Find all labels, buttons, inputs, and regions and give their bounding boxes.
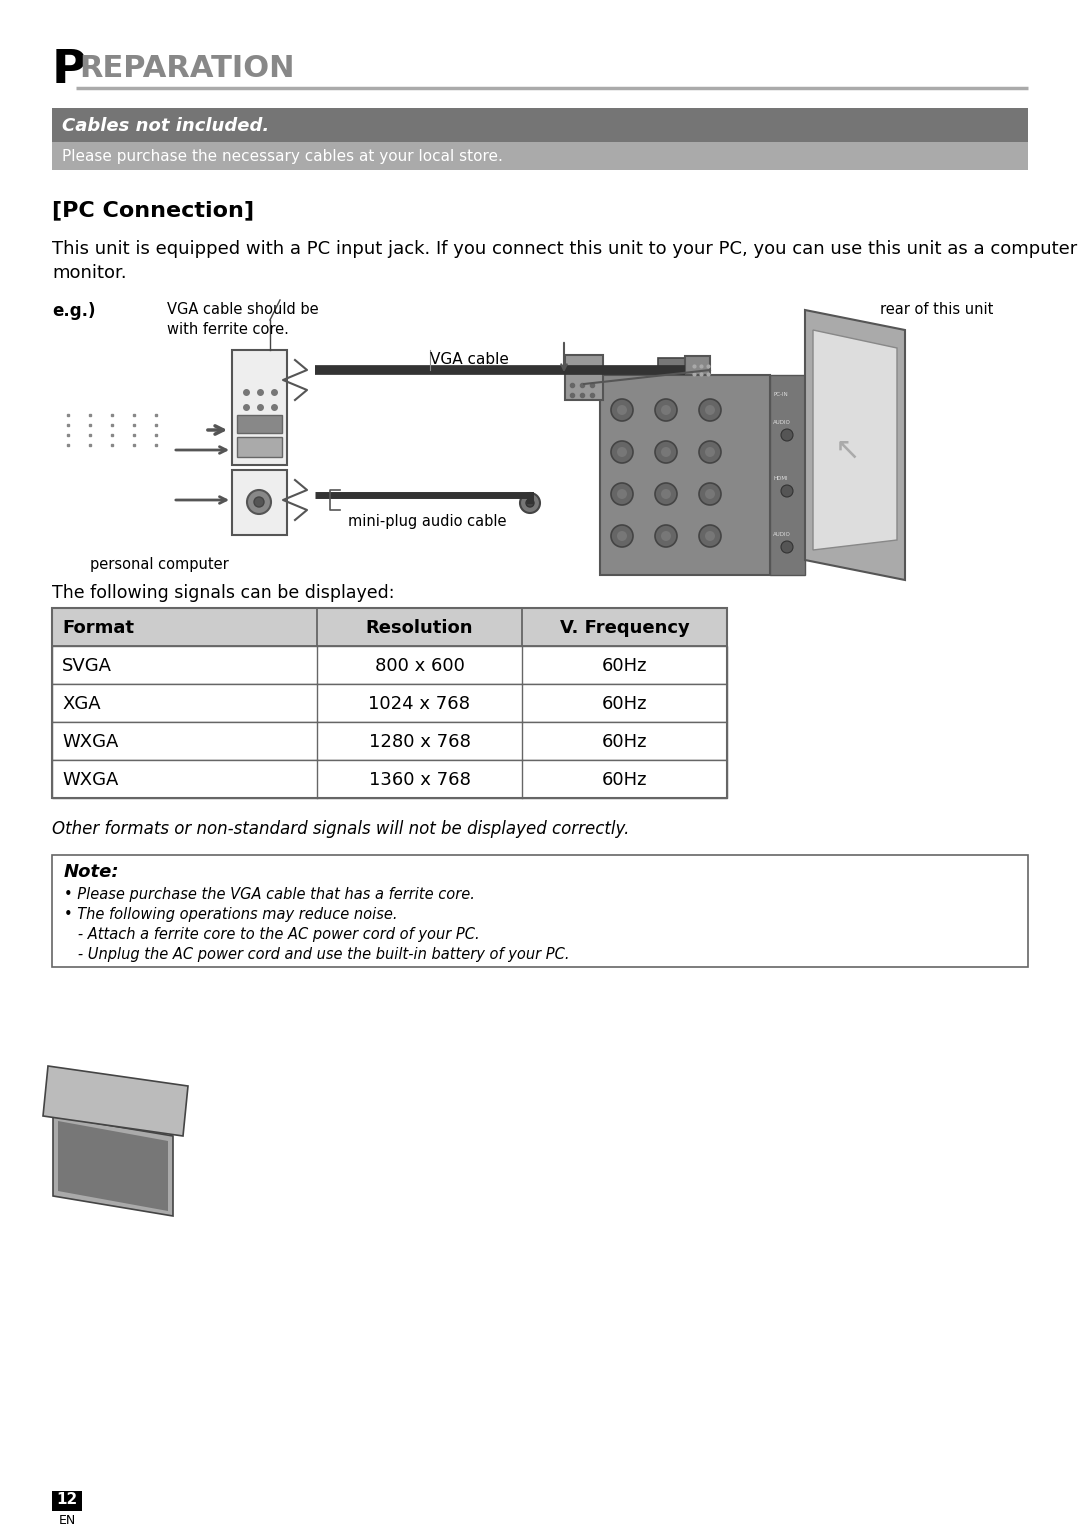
Polygon shape <box>805 310 905 580</box>
Text: The following signals can be displayed:: The following signals can be displayed: <box>52 584 394 601</box>
Text: VGA cable: VGA cable <box>430 353 509 366</box>
Bar <box>685 356 710 385</box>
Polygon shape <box>813 330 897 549</box>
Text: XGA: XGA <box>62 694 100 713</box>
Circle shape <box>781 485 793 497</box>
Text: - Attach a ferrite core to the AC power cord of your PC.: - Attach a ferrite core to the AC power … <box>64 926 480 942</box>
Circle shape <box>699 525 721 546</box>
Circle shape <box>781 542 793 552</box>
Text: This unit is equipped with a PC input jack. If you connect this unit to your PC,: This unit is equipped with a PC input ja… <box>52 240 1077 258</box>
Text: - Unplug the AC power cord and use the built-in battery of your PC.: - Unplug the AC power cord and use the b… <box>64 948 569 961</box>
Text: • The following operations may reduce noise.: • The following operations may reduce no… <box>64 906 397 922</box>
Bar <box>52 645 727 684</box>
Text: e.g.): e.g.) <box>52 302 95 320</box>
Text: 800 x 600: 800 x 600 <box>375 658 464 674</box>
Polygon shape <box>58 1122 168 1212</box>
Text: Resolution: Resolution <box>366 620 473 636</box>
Text: Note:: Note: <box>64 864 120 881</box>
Circle shape <box>705 531 715 542</box>
Text: V. Frequency: V. Frequency <box>559 620 689 636</box>
Text: AUDIO: AUDIO <box>773 533 791 537</box>
Text: ↖: ↖ <box>835 435 861 464</box>
Bar <box>770 375 805 575</box>
Circle shape <box>526 499 534 507</box>
Text: 60Hz: 60Hz <box>602 771 647 789</box>
Text: 1024 x 768: 1024 x 768 <box>368 694 471 713</box>
Bar <box>52 684 727 722</box>
Circle shape <box>617 531 627 542</box>
Circle shape <box>699 441 721 462</box>
Circle shape <box>705 404 715 415</box>
Bar <box>658 359 690 382</box>
Text: 60Hz: 60Hz <box>602 658 647 674</box>
Circle shape <box>611 441 633 462</box>
Bar <box>237 415 282 433</box>
Bar <box>565 356 603 400</box>
Circle shape <box>699 398 721 421</box>
Text: EN: EN <box>58 1514 76 1526</box>
Circle shape <box>661 447 671 456</box>
Text: VGA cable should be
with ferrite core.: VGA cable should be with ferrite core. <box>167 302 319 337</box>
Circle shape <box>705 447 715 456</box>
Circle shape <box>654 441 677 462</box>
Text: 12: 12 <box>56 1492 78 1508</box>
Text: REPARATION: REPARATION <box>79 53 295 82</box>
Text: • Please purchase the VGA cable that has a ferrite core.: • Please purchase the VGA cable that has… <box>64 887 475 902</box>
Bar <box>232 349 287 465</box>
Text: P: P <box>52 47 86 93</box>
Text: 60Hz: 60Hz <box>602 694 647 713</box>
Text: Please purchase the necessary cables at your local store.: Please purchase the necessary cables at … <box>62 150 503 165</box>
Text: rear of this unit: rear of this unit <box>880 302 994 317</box>
Text: Cables not included.: Cables not included. <box>62 118 269 134</box>
Circle shape <box>617 488 627 499</box>
Circle shape <box>661 488 671 499</box>
Bar <box>232 470 287 536</box>
Text: PC-IN: PC-IN <box>773 392 787 397</box>
Text: [PC Connection]: [PC Connection] <box>52 200 254 220</box>
Text: 1360 x 768: 1360 x 768 <box>368 771 471 789</box>
Circle shape <box>247 490 271 514</box>
Text: personal computer: personal computer <box>90 557 229 572</box>
Bar <box>52 607 727 798</box>
Text: HDMI: HDMI <box>773 476 787 482</box>
Circle shape <box>705 488 715 499</box>
Circle shape <box>661 404 671 415</box>
Circle shape <box>611 484 633 505</box>
Circle shape <box>611 398 633 421</box>
Circle shape <box>519 493 540 513</box>
Text: WXGA: WXGA <box>62 771 119 789</box>
Bar <box>52 607 727 645</box>
Bar <box>600 375 770 575</box>
Circle shape <box>781 429 793 441</box>
Text: 1280 x 768: 1280 x 768 <box>368 732 471 751</box>
Circle shape <box>654 398 677 421</box>
Bar <box>52 142 1028 169</box>
Polygon shape <box>43 1067 188 1135</box>
Text: mini-plug audio cable: mini-plug audio cable <box>348 514 507 530</box>
Circle shape <box>699 484 721 505</box>
Bar <box>52 108 1028 142</box>
Circle shape <box>661 531 671 542</box>
Bar <box>52 760 727 798</box>
Polygon shape <box>53 1116 173 1216</box>
Circle shape <box>654 484 677 505</box>
Bar <box>52 607 727 645</box>
Text: Format: Format <box>62 620 134 636</box>
Bar <box>52 1491 82 1511</box>
Circle shape <box>617 447 627 456</box>
Bar <box>52 722 727 760</box>
Text: Other formats or non-standard signals will not be displayed correctly.: Other formats or non-standard signals wi… <box>52 819 630 838</box>
Text: monitor.: monitor. <box>52 264 126 282</box>
Circle shape <box>254 497 264 507</box>
Text: WXGA: WXGA <box>62 732 119 751</box>
Circle shape <box>617 404 627 415</box>
Text: SVGA: SVGA <box>62 658 112 674</box>
Circle shape <box>654 525 677 546</box>
Bar <box>52 855 1028 967</box>
Text: AUDIO: AUDIO <box>773 421 791 426</box>
Text: 60Hz: 60Hz <box>602 732 647 751</box>
Bar <box>237 436 282 456</box>
Circle shape <box>611 525 633 546</box>
